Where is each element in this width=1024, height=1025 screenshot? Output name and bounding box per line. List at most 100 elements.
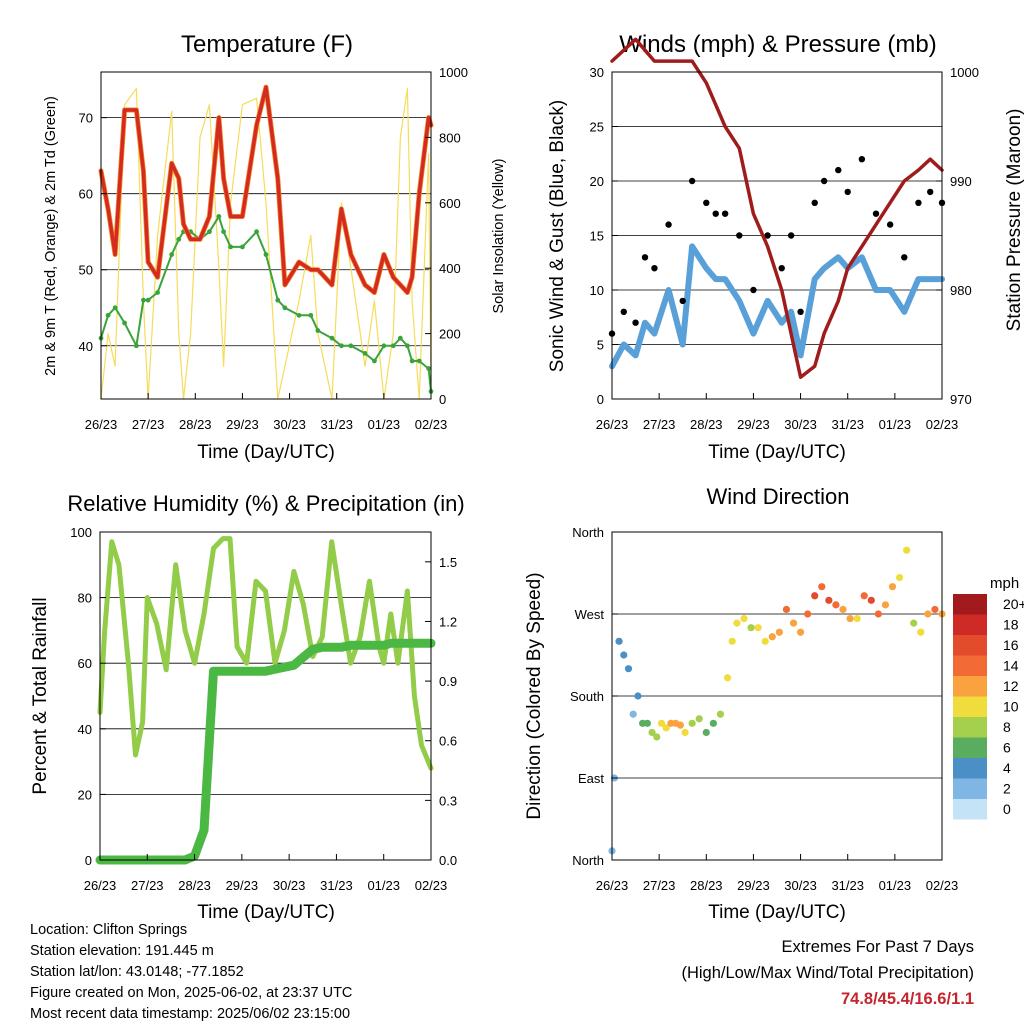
- gust-point: [820, 177, 828, 185]
- x-tick-label: 26/23: [596, 417, 629, 432]
- gust-point: [915, 199, 922, 206]
- direction-point: [888, 583, 897, 591]
- y-tick-label: 70: [79, 111, 93, 126]
- winds-panel: Winds (mph) & Pressure (mb) 0 5 10 15 20 25 30…: [547, 31, 1024, 463]
- direction-point: [910, 619, 918, 627]
- colorbar-swatch: [953, 737, 987, 758]
- y-tick-label: 0: [85, 853, 92, 868]
- direction-point: [924, 610, 932, 618]
- temperature-2m-line: [99, 85, 433, 295]
- direction-point: [747, 624, 755, 632]
- direction-point: [653, 733, 661, 741]
- temperature-x-ticks: 26/23 27/23 28/23 29/23 30/23 31/23 01/23 02/23: [85, 393, 448, 432]
- colorbar-label: 14: [1003, 658, 1019, 674]
- x-tick-label: 30/23: [784, 417, 817, 432]
- gust-point: [679, 297, 686, 305]
- temperature-left-axis-label: 2m & 9m T (Red, Orange) & 2m Td (Green): [43, 96, 59, 376]
- colorbar-swatch: [953, 778, 987, 799]
- direction-point: [740, 614, 748, 623]
- gust-point: [858, 156, 866, 163]
- gust-point: [835, 166, 842, 174]
- winds-grid: [612, 71, 942, 400]
- y-tick-label: North: [572, 525, 604, 540]
- x-tick-label: 29/23: [737, 417, 770, 432]
- right-tick-label: 1.5: [439, 555, 457, 570]
- colorbar-title: mph: [990, 575, 1019, 592]
- colorbar-swatch: [953, 758, 987, 779]
- gust-point: [797, 308, 804, 315]
- y-tick-label: 5: [597, 338, 604, 353]
- y-tick-label: 40: [79, 339, 93, 354]
- y-tick-label: 40: [78, 722, 92, 737]
- direction-grid: [612, 531, 942, 861]
- right-tick-label: 600: [439, 196, 461, 211]
- direction-point: [846, 614, 854, 623]
- x-tick-label: 28/23: [690, 878, 723, 893]
- direction-point: [903, 546, 911, 554]
- direction-panel: Wind Direction North East South West North 2…: [524, 484, 1024, 923]
- temperature-left-ticks: 40 50 60 70: [79, 111, 107, 354]
- y-tick-label: 60: [78, 656, 92, 671]
- y-tick-label: 100: [70, 525, 92, 540]
- colorbar-swatch: [953, 676, 987, 697]
- gust-point: [641, 254, 649, 261]
- right-tick-label: 800: [439, 130, 461, 145]
- y-tick-label: 20: [78, 787, 92, 802]
- extremes-summary: Extremes For Past 7 Days (High/Low/Max W…: [681, 934, 974, 1012]
- solar-insolation-line: [100, 87, 432, 400]
- colorbar-label: 4: [1003, 760, 1011, 776]
- humidity-grid: [100, 531, 431, 861]
- extremes-heading: Extremes For Past 7 Days: [781, 938, 974, 956]
- winds-title: Winds (mph) & Pressure (mb): [619, 31, 936, 58]
- x-tick-label: 02/23: [415, 878, 448, 893]
- direction-point: [804, 610, 812, 618]
- colorbar-swatch: [953, 696, 987, 717]
- humidity-plot-frame: [99, 531, 432, 861]
- direction-point: [825, 596, 833, 604]
- x-tick-label: 02/23: [415, 417, 448, 432]
- direction-point: [761, 637, 769, 645]
- colorbar-label: 20+: [1003, 596, 1024, 612]
- direction-point: [917, 628, 925, 636]
- humidity-left-ticks: 0 20 40 60 80 100: [70, 525, 106, 868]
- winds-left-ticks: 0 5 10 15 20 25 30: [590, 65, 618, 407]
- direction-point: [860, 592, 868, 600]
- colorbar-label: 0: [1003, 801, 1011, 817]
- temperature-series: [98, 84, 434, 400]
- relative-humidity-line: [97, 536, 434, 771]
- gust-point: [651, 265, 658, 272]
- station-latlon: Station lat/lon: 43.0148; -77.1852: [30, 964, 244, 980]
- x-tick-label: 30/23: [273, 417, 306, 432]
- x-tick-label: 29/23: [737, 878, 770, 893]
- y-tick-label: East: [578, 771, 604, 786]
- x-tick-label: 26/23: [84, 878, 117, 893]
- y-tick-label: 80: [78, 591, 92, 606]
- direction-point: [796, 628, 805, 636]
- x-tick-label: 26/23: [85, 417, 118, 432]
- direction-point: [811, 592, 819, 600]
- direction-left-ticks: North East South West North: [570, 525, 618, 868]
- direction-point: [839, 605, 847, 614]
- x-tick-label: 26/23: [596, 878, 629, 893]
- humidity-panel: Relative Humidity (%) & Precipitation (i…: [30, 491, 465, 923]
- x-tick-label: 27/23: [132, 417, 165, 432]
- direction-point: [615, 637, 623, 645]
- direction-point: [867, 596, 875, 604]
- temperature-right-axis-label: Solar Insolation (Yellow): [491, 158, 507, 313]
- right-tick-label: 980: [950, 283, 972, 298]
- colorbar-swatch: [953, 799, 987, 820]
- colorbar-label: 18: [1003, 617, 1019, 633]
- x-tick-label: 02/23: [926, 417, 959, 432]
- direction-point: [676, 721, 684, 729]
- colorbar-label: 6: [1003, 740, 1011, 756]
- winds-right-axis-label: Station Pressure (Maroon): [1004, 109, 1024, 332]
- right-tick-label: 0.0: [439, 853, 457, 868]
- temperature-grid: [101, 117, 431, 347]
- direction-point: [657, 719, 666, 727]
- direction-series: [608, 546, 946, 855]
- temperature-title: Temperature (F): [181, 31, 353, 58]
- colorbar-swatch: [953, 614, 987, 635]
- right-tick-label: 970: [950, 392, 972, 407]
- colorbar-label: 2: [1003, 781, 1011, 797]
- direction-point: [702, 728, 710, 737]
